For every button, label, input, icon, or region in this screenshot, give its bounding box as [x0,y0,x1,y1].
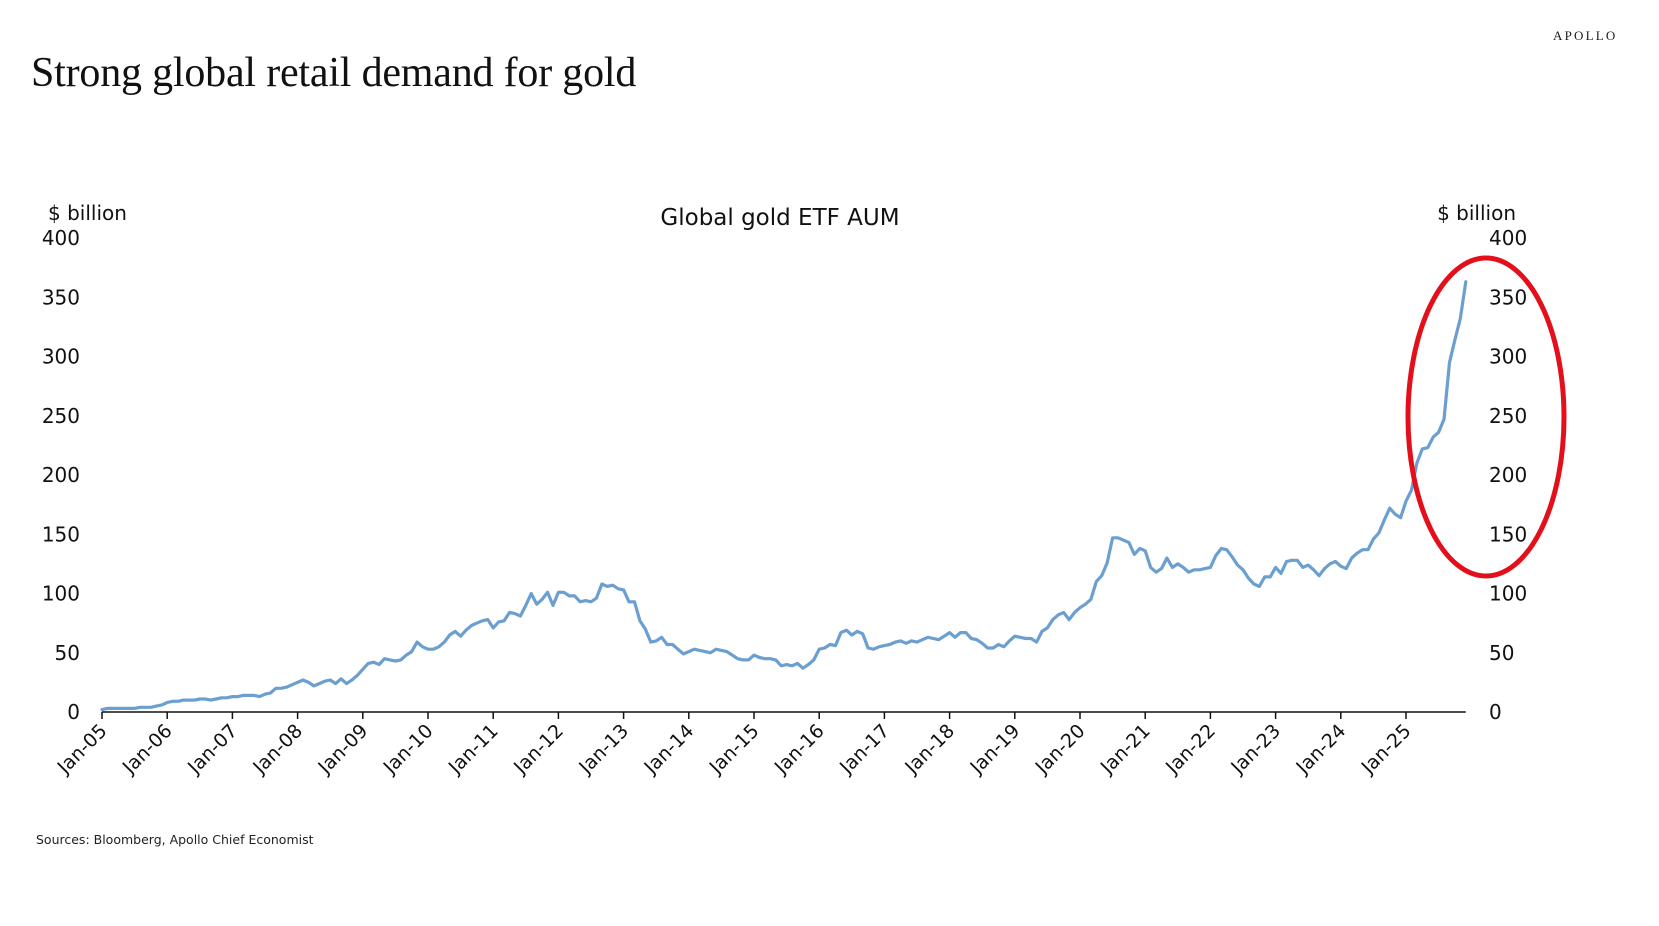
x-tick-label-Jan-13: Jan-13 [574,720,633,779]
y-tick-label-right-150: 150 [1489,522,1527,546]
y-tick-label-right-300: 300 [1489,345,1527,369]
series-line-gold-etf-aum [100,280,1468,712]
y-axis-label-left: $ billion [48,201,127,225]
x-tick-label-Jan-22: Jan-22 [1161,720,1220,779]
y-tick-label-left-400: 400 [42,226,80,250]
y-ticks-right: 0 50 100 150 200 250 300 350 400 [1489,226,1527,724]
x-tick-label-Jan-09: Jan-09 [313,720,372,779]
x-tick-label-Jan-23: Jan-23 [1226,720,1285,779]
y-ticks-left: 0 50 100 150 200 250 300 350 400 [42,226,80,724]
y-tick-label-right-400: 400 [1489,226,1527,250]
y-tick-label-left-300: 300 [42,345,80,369]
y-tick-label-left-350: 350 [42,285,80,309]
x-tick-label-Jan-24: Jan-24 [1291,720,1350,779]
x-tick-label-Jan-19: Jan-19 [965,720,1024,779]
y-tick-label-left-0: 0 [67,700,80,724]
x-tick-label-Jan-12: Jan-12 [509,720,568,779]
x-tick-label-Jan-11: Jan-11 [444,720,503,779]
x-tick-label-Jan-20: Jan-20 [1031,720,1090,779]
x-tick-label-Jan-25: Jan-25 [1357,720,1416,779]
x-tick-label-Jan-21: Jan-21 [1096,720,1155,779]
y-tick-label-right-200: 200 [1489,463,1527,487]
y-tick-label-left-150: 150 [42,522,80,546]
x-tick-label-Jan-15: Jan-15 [705,720,764,779]
x-tick-label-Jan-08: Jan-08 [248,720,307,779]
y-tick-label-right-350: 350 [1489,285,1527,309]
x-tick-label-Jan-05: Jan-05 [53,720,112,779]
brand-logo: APOLLO [1553,28,1618,43]
x-tick-label-Jan-14: Jan-14 [639,720,698,779]
x-tick-label-Jan-10: Jan-10 [379,720,438,779]
y-tick-label-right-250: 250 [1489,404,1527,428]
y-tick-label-right-50: 50 [1489,641,1514,665]
x-tick-label-Jan-16: Jan-16 [770,720,829,779]
y-tick-label-left-250: 250 [42,404,80,428]
highlight-ellipse [1405,255,1567,579]
x-tick-labels: Jan-05 Jan-06 Jan-07 Jan-08 Jan-09 Jan-10 Jan-… [53,720,1416,779]
x-tick-label-Jan-17: Jan-17 [835,720,894,779]
y-tick-label-right-100: 100 [1489,582,1527,606]
y-tick-label-left-100: 100 [42,582,80,606]
y-tick-label-left-200: 200 [42,463,80,487]
x-tick-label-Jan-06: Jan-06 [118,720,177,779]
x-axis [101,711,1466,719]
x-tick-label-Jan-18: Jan-18 [900,720,959,779]
y-tick-label-left-50: 50 [55,641,80,665]
x-tick-label-Jan-07: Jan-07 [183,720,242,779]
chart-title: Global gold ETF AUM [660,205,899,231]
y-axis-label-right: $ billion [1437,201,1516,225]
page-title: Strong global retail demand for gold [31,50,637,96]
source-note: Sources: Bloomberg, Apollo Chief Economi… [36,832,314,847]
y-tick-label-right-0: 0 [1489,700,1502,724]
